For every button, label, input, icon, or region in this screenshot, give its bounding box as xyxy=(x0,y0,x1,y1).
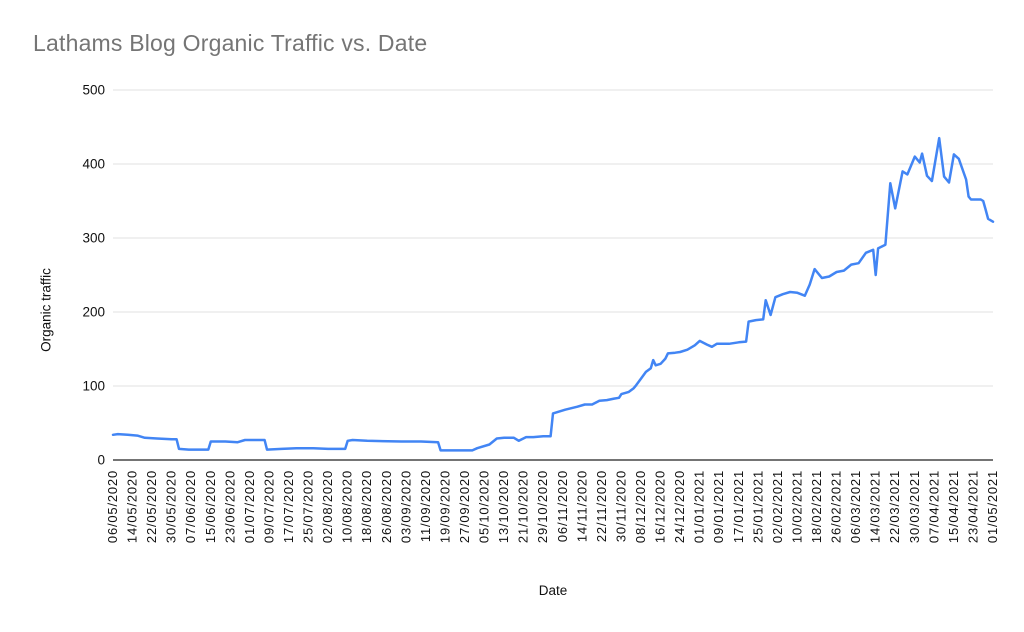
x-tick-label: 03/09/2020 xyxy=(398,470,413,543)
x-tick-label: 29/10/2020 xyxy=(535,470,550,543)
x-tick-label: 13/10/2020 xyxy=(496,470,511,543)
x-tick-label: 22/05/2020 xyxy=(144,470,159,543)
x-tick-label: 09/07/2020 xyxy=(261,470,276,543)
x-tick-label: 14/05/2020 xyxy=(125,470,140,543)
y-tick-label: 200 xyxy=(82,305,105,320)
x-tick-label: 07/06/2020 xyxy=(183,470,198,543)
x-tick-label: 11/09/2020 xyxy=(418,470,433,542)
x-tick-label: 30/11/2020 xyxy=(613,470,628,542)
y-tick-label: 500 xyxy=(82,83,105,98)
x-tick-label: 24/12/2020 xyxy=(672,470,687,543)
y-tick-label: 300 xyxy=(82,231,105,246)
x-tick-label: 18/02/2021 xyxy=(809,470,824,543)
x-axis-title: Date xyxy=(538,583,568,598)
x-tick-label: 05/10/2020 xyxy=(477,470,492,543)
x-tick-label: 14/11/2020 xyxy=(574,470,589,542)
y-tick-label: 100 xyxy=(82,379,105,394)
x-tick-label: 14/03/2021 xyxy=(868,470,883,543)
x-tick-label: 06/11/2020 xyxy=(555,470,570,542)
chart-title: Lathams Blog Organic Traffic vs. Date xyxy=(33,30,428,56)
x-tick-label: 16/12/2020 xyxy=(653,470,668,543)
y-tick-label: 400 xyxy=(82,157,105,172)
x-tick-label: 23/04/2021 xyxy=(965,470,980,543)
y-tick-label: 0 xyxy=(97,453,105,468)
x-tick-label: 08/12/2020 xyxy=(633,470,648,543)
x-tick-label: 25/07/2020 xyxy=(301,470,316,543)
x-tick-label: 15/06/2020 xyxy=(203,470,218,543)
x-tick-label: 06/05/2020 xyxy=(105,470,120,543)
x-tick-label: 30/05/2020 xyxy=(164,470,179,543)
x-tick-label: 01/01/2021 xyxy=(692,470,707,543)
x-tick-label: 22/11/2020 xyxy=(594,470,609,542)
x-tick-label: 15/04/2021 xyxy=(946,470,961,543)
x-tick-label: 18/08/2020 xyxy=(359,470,374,543)
x-tick-label: 26/02/2021 xyxy=(829,470,844,543)
x-tick-label: 21/10/2020 xyxy=(516,470,531,543)
organic-traffic-line xyxy=(111,136,995,452)
x-tick-label: 27/09/2020 xyxy=(457,470,472,543)
x-tick-label: 17/07/2020 xyxy=(281,470,296,543)
x-tick-label: 19/09/2020 xyxy=(437,470,452,543)
x-tick-label: 25/01/2021 xyxy=(750,470,765,543)
x-tick-label: 22/03/2021 xyxy=(887,470,902,543)
x-tick-label: 17/01/2021 xyxy=(731,470,746,543)
x-tick-label: 01/05/2021 xyxy=(985,470,1000,543)
x-tick-label: 26/08/2020 xyxy=(379,470,394,543)
x-tick-label: 07/04/2021 xyxy=(926,470,941,543)
x-tick-label: 10/08/2020 xyxy=(340,470,355,543)
x-tick-label: 02/02/2021 xyxy=(770,470,785,543)
x-tick-label: 06/03/2021 xyxy=(848,470,863,543)
x-tick-label: 10/02/2021 xyxy=(789,470,804,543)
x-tick-label: 01/07/2020 xyxy=(242,470,257,543)
x-tick-label: 09/01/2021 xyxy=(711,470,726,543)
x-tick-label: 30/03/2021 xyxy=(907,470,922,543)
x-tick-label: 23/06/2020 xyxy=(222,470,237,543)
x-tick-label: 02/08/2020 xyxy=(320,470,335,543)
